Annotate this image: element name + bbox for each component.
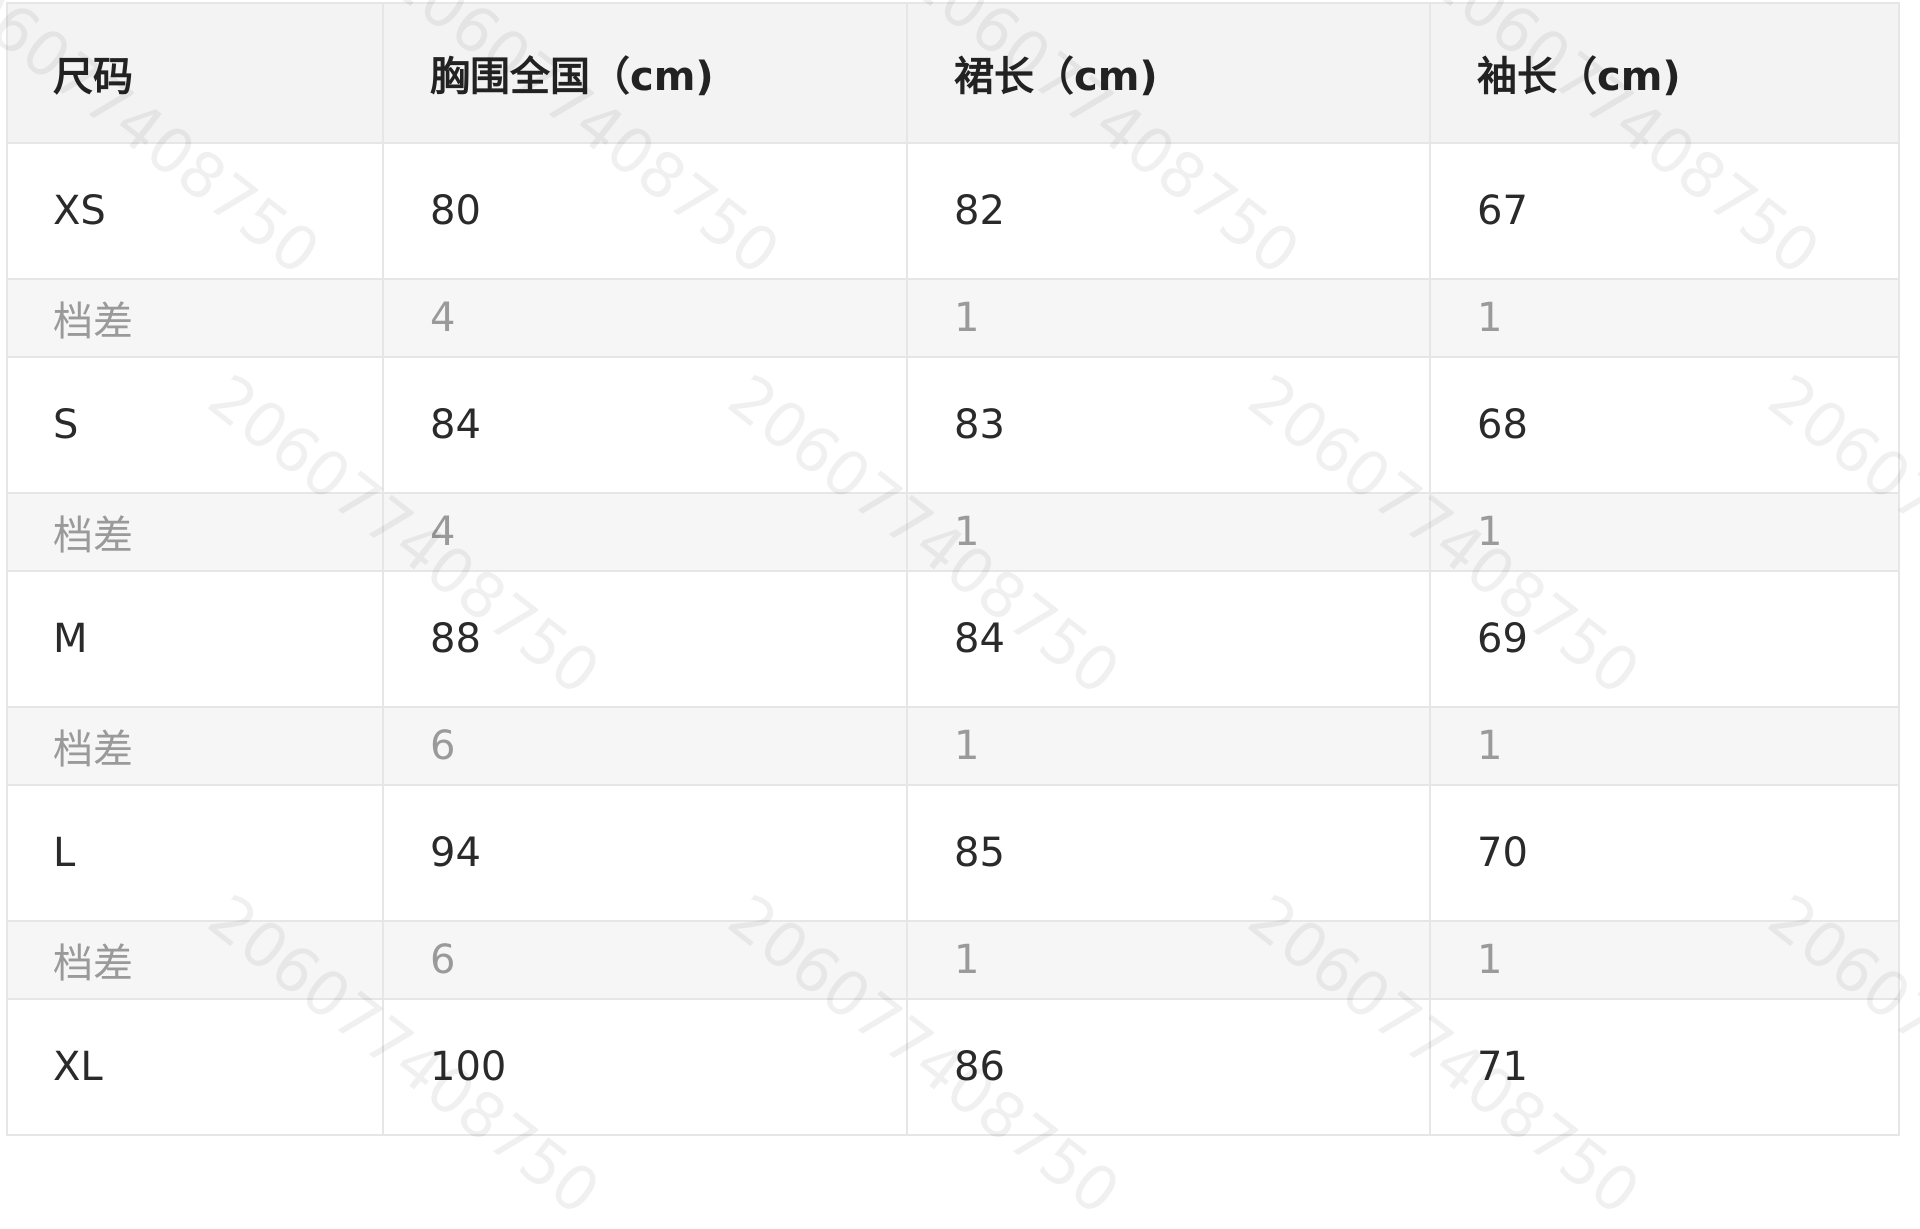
skirt-length-cell: 1: [906, 706, 1431, 786]
skirt-length-cell: 1: [906, 492, 1431, 572]
size-chart-table: 尺码 胸围全国（cm) 裙长（cm) 袖长（cm) XS 80 82 67 档差 4 1 1 S…: [6, 2, 1900, 1136]
size-cell: S: [6, 356, 384, 494]
size-cell: 档差: [6, 492, 384, 572]
skirt-length-cell: 83: [906, 356, 1431, 494]
header-bust: 胸围全国（cm): [382, 2, 908, 144]
skirt-length-cell: 86: [906, 998, 1431, 1136]
sleeve-length-cell: 1: [1429, 920, 1900, 1000]
sleeve-length-cell: 67: [1429, 142, 1900, 280]
grade-diff-row: 档差 4 1 1: [6, 492, 1900, 572]
size-cell: M: [6, 570, 384, 708]
size-row: M 88 84 69: [6, 570, 1900, 708]
grade-diff-row: 档差 6 1 1: [6, 706, 1900, 786]
sleeve-length-cell: 69: [1429, 570, 1900, 708]
header-size: 尺码: [6, 2, 384, 144]
skirt-length-cell: 84: [906, 570, 1431, 708]
sleeve-length-cell: 71: [1429, 998, 1900, 1136]
skirt-length-cell: 82: [906, 142, 1431, 280]
grade-diff-row: 档差 4 1 1: [6, 278, 1900, 358]
sleeve-length-cell: 70: [1429, 784, 1900, 922]
bust-cell: 4: [382, 492, 908, 572]
sleeve-length-cell: 1: [1429, 706, 1900, 786]
bust-cell: 88: [382, 570, 908, 708]
bust-cell: 100: [382, 998, 908, 1136]
size-cell: XL: [6, 998, 384, 1136]
size-cell: L: [6, 784, 384, 922]
grade-diff-row: 档差 6 1 1: [6, 920, 1900, 1000]
header-skirt-length: 裙长（cm): [906, 2, 1431, 144]
skirt-length-cell: 85: [906, 784, 1431, 922]
size-cell: XS: [6, 142, 384, 280]
bust-cell: 6: [382, 706, 908, 786]
bust-cell: 94: [382, 784, 908, 922]
size-cell: 档差: [6, 278, 384, 358]
size-row: XS 80 82 67: [6, 142, 1900, 280]
size-row: XL 100 86 71: [6, 998, 1900, 1136]
sleeve-length-cell: 1: [1429, 492, 1900, 572]
size-row: L 94 85 70: [6, 784, 1900, 922]
skirt-length-cell: 1: [906, 920, 1431, 1000]
bust-cell: 84: [382, 356, 908, 494]
sleeve-length-cell: 68: [1429, 356, 1900, 494]
skirt-length-cell: 1: [906, 278, 1431, 358]
size-cell: 档差: [6, 920, 384, 1000]
header-sleeve-length: 袖长（cm): [1429, 2, 1900, 144]
sleeve-length-cell: 1: [1429, 278, 1900, 358]
size-row: S 84 83 68: [6, 356, 1900, 494]
bust-cell: 80: [382, 142, 908, 280]
header-row: 尺码 胸围全国（cm) 裙长（cm) 袖长（cm): [6, 2, 1900, 144]
bust-cell: 4: [382, 278, 908, 358]
bust-cell: 6: [382, 920, 908, 1000]
size-cell: 档差: [6, 706, 384, 786]
